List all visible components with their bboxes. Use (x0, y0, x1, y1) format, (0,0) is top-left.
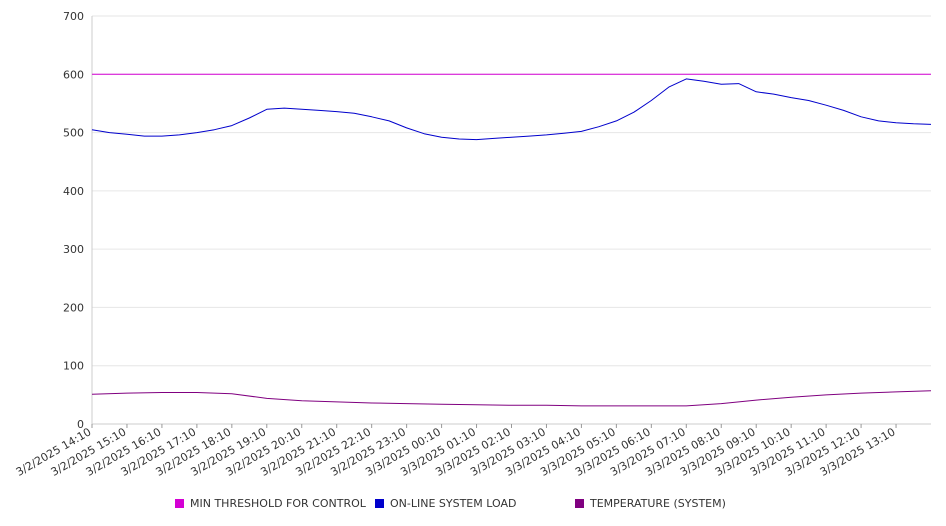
y-tick-label-400: 400 (63, 185, 84, 198)
series-line-1 (91, 78, 932, 141)
legend-item-system-load[interactable]: ON-LINE SYSTEM LOAD (375, 497, 516, 510)
y-axis-ticks: 0 100 200 300 400 500 600 700 (63, 10, 84, 431)
legend-item-temperature[interactable]: TEMPERATURE (SYSTEM) (575, 497, 726, 510)
y-tick-label-100: 100 (63, 360, 84, 373)
gridlines (92, 15, 931, 367)
y-tick-label-300: 300 (63, 243, 84, 256)
y-tick-label-200: 200 (63, 301, 84, 314)
legend-swatch-temperature (575, 499, 584, 508)
y-tick-label-700: 700 (63, 10, 84, 23)
axes (91, 16, 931, 425)
x-axis-ticks: 3/2/2025 14:103/2/2025 15:103/2/2025 16:… (14, 424, 898, 479)
y-tick-label-600: 600 (63, 68, 84, 81)
legend-label-temperature: TEMPERATURE (SYSTEM) (590, 497, 726, 510)
legend-label-system-load: ON-LINE SYSTEM LOAD (390, 497, 517, 510)
y-tick-label-0: 0 (77, 418, 84, 431)
legend-label-min-threshold: MIN THRESHOLD FOR CONTROL (190, 497, 366, 510)
legend: MIN THRESHOLD FOR CONTROL ON-LINE SYSTEM… (0, 497, 946, 515)
series-lines (91, 73, 932, 407)
series-line-2 (91, 390, 932, 407)
legend-swatch-min-threshold (175, 499, 184, 508)
legend-item-min-threshold[interactable]: MIN THRESHOLD FOR CONTROL (175, 497, 366, 510)
legend-swatch-system-load (375, 499, 384, 508)
y-tick-label-500: 500 (63, 127, 84, 140)
